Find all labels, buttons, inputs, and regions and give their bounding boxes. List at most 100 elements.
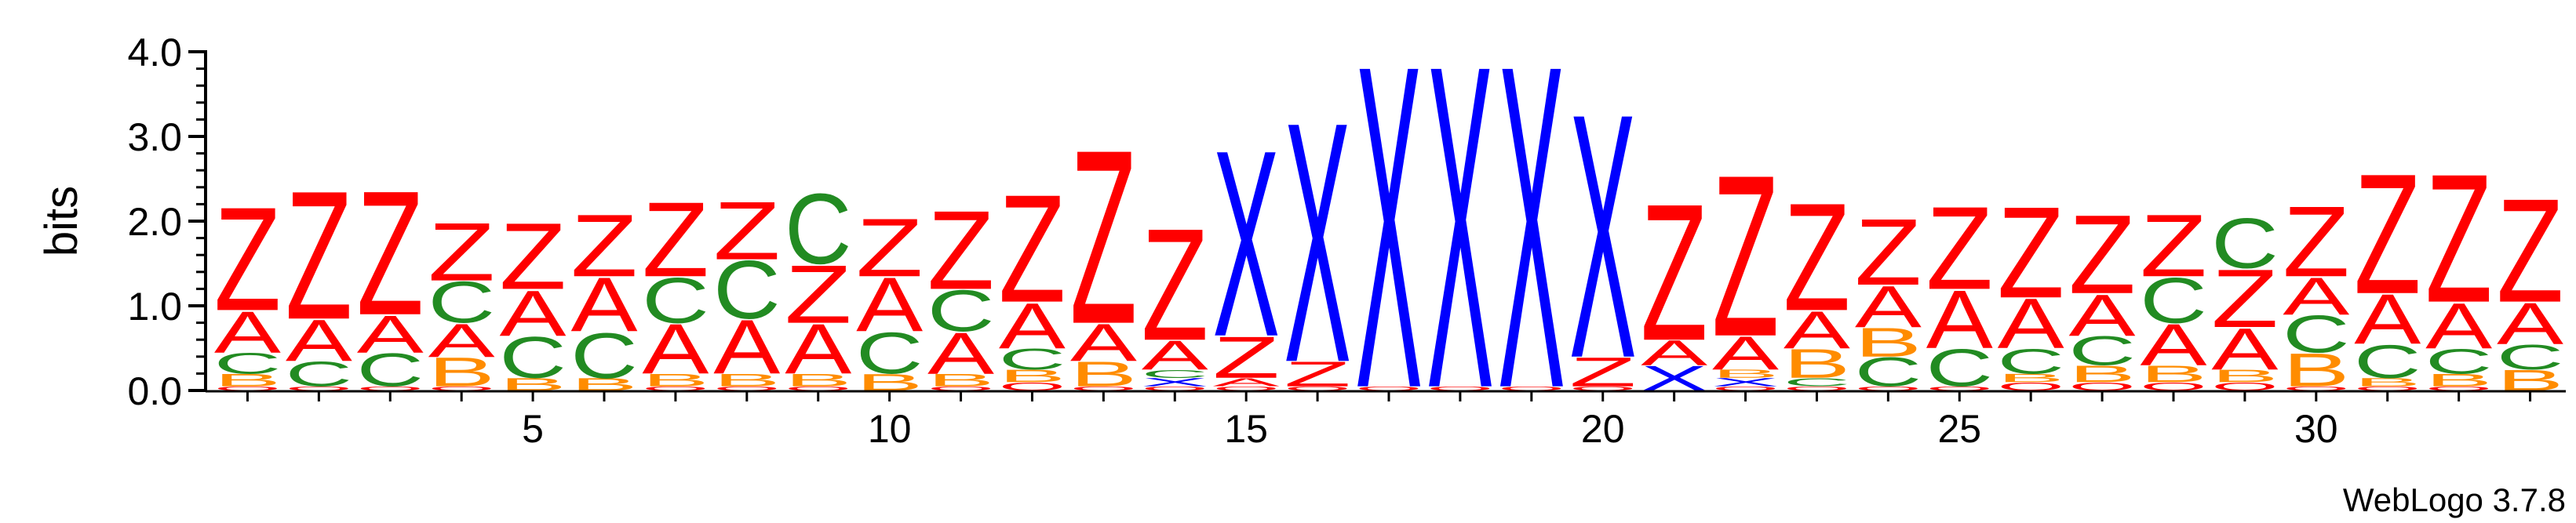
logo-letter-b: B: [1784, 340, 1850, 387]
logo-letter-z: Z: [856, 202, 923, 295]
logo-letter-b: B: [428, 349, 494, 395]
logo-letter-c: C: [1142, 367, 1208, 380]
logo-letter-q: Q: [2211, 380, 2278, 393]
logo-letter-c: C: [927, 278, 994, 344]
logo-letter-q: Q: [1498, 385, 1565, 391]
logo-letter-z: Z: [570, 196, 637, 295]
logo-letter-z: Z: [1641, 163, 1707, 382]
logo-letter-q: Q: [713, 385, 780, 391]
logo-letter-z: Z: [999, 163, 1066, 335]
logo-letter-a: A: [785, 310, 851, 389]
logo-letter-q: Q: [1784, 385, 1850, 391]
logo-letter-a: A: [214, 300, 281, 365]
logo-letter-a: A: [1070, 313, 1137, 372]
logo-letter-z: Z: [642, 180, 709, 300]
logo-letter-z: Z: [713, 185, 780, 278]
weblogo-credit: WebLogo 3.7.8: [2343, 481, 2566, 518]
logo-letter-b: B: [2283, 343, 2349, 396]
logo-letter-a: A: [1926, 273, 1993, 365]
logo-letter-c: C: [713, 243, 780, 336]
logo-letter-z: Z: [1212, 324, 1279, 390]
logo-letter-a: A: [2140, 312, 2206, 378]
logo-letter-a: A: [286, 308, 352, 374]
logo-letter-c: C: [2140, 263, 2206, 336]
logo-letter-z: Z: [1712, 127, 1779, 384]
logo-letter-q: Q: [1997, 380, 2064, 393]
logo-letter-z: Z: [1784, 172, 1850, 343]
logo-letter-z: Z: [785, 249, 851, 341]
logo-letter-a: A: [2069, 282, 2136, 348]
logo-letter-q: Q: [1569, 385, 1636, 391]
logo-letter-z: Z: [1284, 354, 1350, 394]
logo-letter-q: Q: [2283, 385, 2349, 391]
logo-letter-b: B: [999, 366, 1066, 386]
logo-letter-c: C: [1855, 349, 1922, 395]
logo-letter-a: A: [357, 304, 424, 364]
logo-letter-b: B: [2211, 366, 2278, 386]
y-tick-label: 1.0: [127, 285, 182, 329]
logo-letter-a: A: [2425, 289, 2492, 362]
logo-letter-x: X: [1498, 0, 1565, 485]
x-axis-ticks: 5 10 15 20 25 30: [246, 391, 2532, 451]
logo-letter-c: C: [785, 173, 851, 285]
x-tick-label: 25: [1937, 407, 1981, 451]
logo-letter-q: Q: [1926, 385, 1993, 391]
logo-letter-a: A: [1712, 327, 1780, 380]
logo-letter-q: Q: [1426, 385, 1493, 391]
logo-letter-q: Q: [2140, 380, 2206, 393]
logo-letter-q: Q: [357, 385, 424, 391]
logo-letter-c: C: [999, 343, 1066, 376]
logo-letter-a: A: [2354, 281, 2421, 360]
logo-glyph-stacks: QBCAZQCAZQCAZQBACZBCAZBCAZQBACZQBACZQBAZ…: [214, 0, 2564, 485]
logo-letter-b: B: [214, 370, 281, 390]
logo-letter-q: Q: [1070, 385, 1137, 391]
logo-letter-c: C: [2211, 205, 2278, 284]
logo-letter-a: A: [1784, 300, 1850, 360]
logo-letter-b: B: [2068, 361, 2135, 387]
logo-letter-q: Q: [2068, 380, 2135, 393]
logo-letter-q: Q: [286, 385, 352, 391]
logo-letter-c: C: [1997, 341, 2064, 381]
logo-letter-z: Z: [2425, 136, 2492, 340]
logo-letter-c: C: [1926, 339, 1993, 398]
logo-letter-z: Z: [1070, 97, 1137, 375]
logo-letter-b: B: [642, 370, 709, 390]
logo-letter-b: B: [2425, 370, 2492, 390]
logo-letter-q: Q: [642, 385, 709, 391]
logo-letter-z: Z: [499, 203, 566, 309]
y-tick-label: 4.0: [127, 31, 182, 74]
logo-letter-c: C: [286, 354, 352, 394]
logo-letter-q: Q: [2425, 385, 2492, 391]
logo-letter-a: A: [1855, 274, 1922, 340]
logo-letter-x: X: [1426, 0, 1493, 485]
logo-letter-c: C: [642, 263, 709, 336]
logo-letter-z: Z: [1997, 180, 2064, 325]
logo-letter-z: Z: [1569, 349, 1636, 395]
logo-letter-q: Q: [214, 385, 281, 391]
logo-letter-z: Z: [2283, 187, 2349, 298]
logo-letter-a: A: [2211, 316, 2278, 382]
logo-letter-b: B: [1997, 372, 2064, 385]
logo-letter-b: B: [785, 370, 851, 390]
logo-letter-q: Q: [1355, 385, 1422, 391]
logo-letter-x: X: [1142, 376, 1208, 389]
logo-letter-c: C: [1784, 376, 1850, 389]
logo-letter-c: C: [2425, 341, 2492, 381]
logo-letter-q: Q: [1212, 385, 1279, 391]
logo-letter-a: A: [1213, 376, 1281, 389]
logo-letter-q: Q: [1712, 385, 1779, 391]
x-tick-label: 15: [1224, 407, 1268, 451]
logo-letter-b: B: [927, 370, 994, 390]
logo-letter-c: C: [214, 347, 281, 380]
logo-letter-c: C: [570, 318, 637, 391]
logo-letter-b: B: [713, 370, 780, 390]
logo-letter-a: A: [500, 277, 567, 350]
logo-letter-a: A: [927, 321, 994, 387]
logo-letter-c: C: [357, 343, 424, 396]
logo-letter-z: Z: [357, 154, 424, 352]
logo-letter-a: A: [642, 310, 709, 389]
logo-letter-c: C: [499, 325, 566, 390]
logo-letter-z: Z: [2211, 252, 2278, 345]
logo-letter-b: B: [2354, 376, 2421, 389]
